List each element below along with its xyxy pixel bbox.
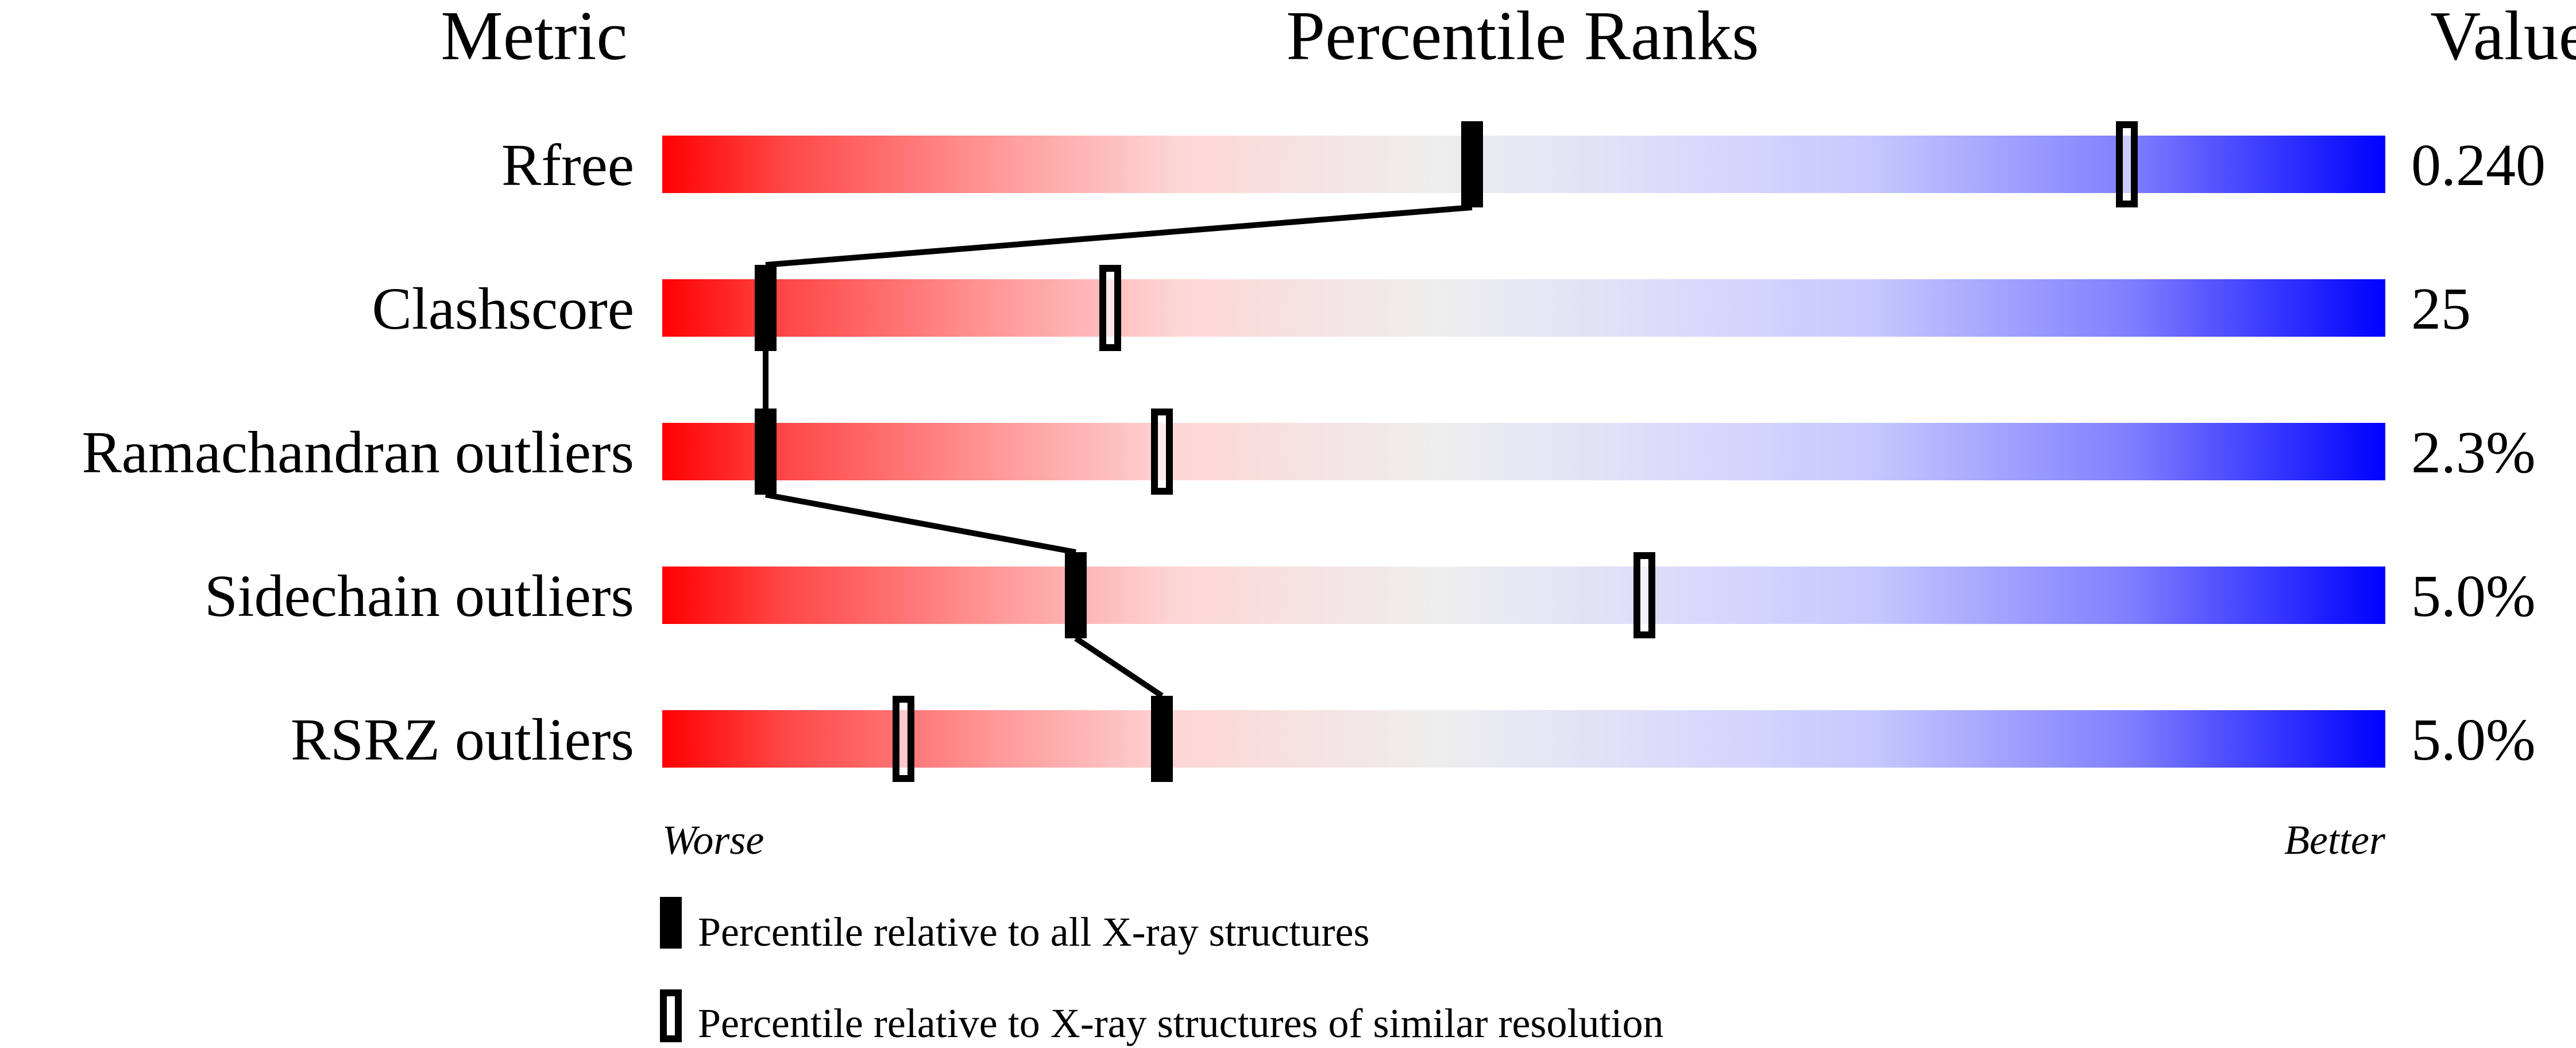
- percentile-bar: [662, 423, 2385, 480]
- marker-all-structures: [755, 265, 777, 351]
- percentile-bar: [662, 136, 2385, 193]
- legend-filled-marker: [660, 897, 682, 949]
- metric-value: 5.0%: [2411, 707, 2536, 773]
- marker-connector-line: [1074, 635, 1164, 699]
- metric-label: Rfree: [501, 132, 634, 198]
- marker-connector-line: [765, 205, 1473, 268]
- value-header: Value: [2430, 0, 2576, 75]
- better-label: Better: [2284, 817, 2386, 863]
- marker-all-structures: [1065, 552, 1087, 638]
- legend-open-marker: [660, 989, 682, 1042]
- metric-header: Metric: [441, 0, 627, 75]
- metric-value: 5.0%: [2411, 563, 2536, 629]
- marker-similar-resolution: [893, 696, 914, 782]
- legend-label-similar: Percentile relative to X-ray structures …: [698, 1000, 1663, 1046]
- metric-label: Clashscore: [372, 276, 634, 342]
- marker-all-structures: [1151, 696, 1173, 782]
- percentile-ranks-header: Percentile Ranks: [1286, 0, 1759, 75]
- metric-label: Sidechain outliers: [204, 563, 634, 629]
- metric-value: 2.3%: [2411, 419, 2536, 486]
- percentile-bar: [662, 567, 2385, 624]
- marker-all-structures: [755, 409, 777, 495]
- metric-value: 0.240: [2411, 132, 2546, 198]
- percentile-bar: [662, 710, 2385, 768]
- marker-similar-resolution: [1151, 409, 1173, 495]
- percentile-bar: [662, 279, 2385, 337]
- marker-similar-resolution: [1099, 265, 1121, 351]
- marker-similar-resolution: [1633, 552, 1655, 638]
- marker-all-structures: [1461, 121, 1483, 207]
- metric-label: RSRZ outliers: [291, 707, 634, 773]
- legend-label-all: Percentile relative to all X-ray structu…: [698, 909, 1370, 955]
- marker-connector-line: [765, 492, 1076, 555]
- worse-label: Worse: [662, 817, 764, 863]
- marker-similar-resolution: [2116, 121, 2138, 207]
- metric-label: Ramachandran outliers: [82, 419, 634, 486]
- metric-value: 25: [2411, 276, 2471, 342]
